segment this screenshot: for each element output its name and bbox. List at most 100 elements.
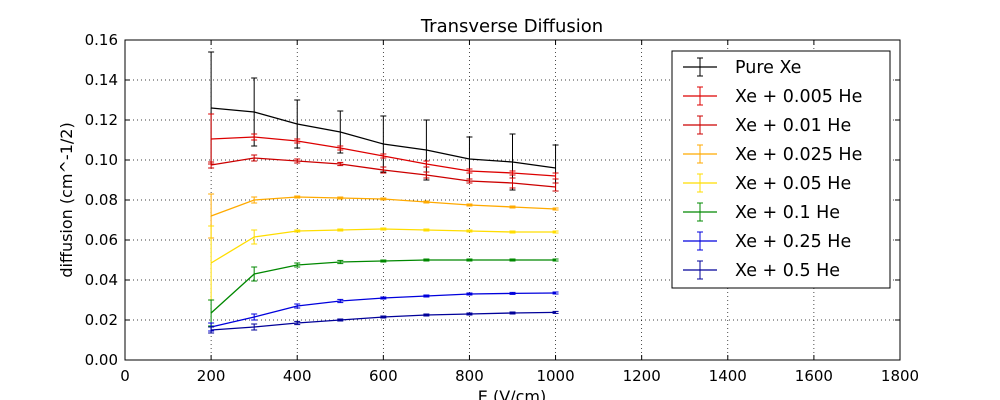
legend-label: Pure Xe	[735, 58, 801, 78]
error-bar	[466, 292, 473, 296]
error-bar	[466, 258, 473, 262]
error-bar	[380, 153, 387, 159]
error-bar	[208, 225, 215, 301]
x-tick-label: 600	[369, 367, 398, 385]
y-tick-label: 0.00	[85, 351, 118, 369]
legend-item: Xe + 0.1 He	[683, 202, 840, 223]
legend-label: Xe + 0.005 He	[735, 87, 862, 107]
x-tick-label: 400	[283, 367, 312, 385]
error-bar	[552, 291, 559, 295]
series-layer	[208, 51, 559, 334]
error-bar	[552, 258, 559, 262]
y-tick-label: 0.08	[85, 191, 118, 209]
series-8	[208, 310, 559, 334]
y-axis-title: diffusion (cm^-1/2)	[57, 122, 76, 277]
y-tick-label: 0.14	[85, 71, 118, 89]
error-bar	[423, 119, 430, 181]
error-bar	[337, 298, 344, 304]
x-tick-label: 200	[197, 367, 226, 385]
x-tick-label: 1000	[536, 367, 574, 385]
error-bar	[251, 266, 258, 282]
y-tick-label: 0.02	[85, 311, 118, 329]
x-tick-label: 1800	[881, 367, 919, 385]
legend-item: Xe + 0.005 He	[683, 86, 862, 107]
series-7	[208, 291, 559, 332]
y-tick-label: 0.10	[85, 151, 118, 169]
legend-label: Xe + 0.5 He	[735, 261, 840, 281]
error-bar	[380, 166, 387, 174]
error-bar	[337, 145, 344, 151]
error-bar	[380, 315, 387, 319]
chart-title: Transverse Diffusion	[420, 16, 603, 37]
error-bar	[423, 294, 430, 298]
series-2	[208, 113, 559, 180]
error-bar	[337, 318, 344, 322]
error-bar	[423, 228, 430, 232]
legend-label: Xe + 0.05 He	[735, 174, 851, 194]
error-bar	[380, 296, 387, 300]
error-bar	[509, 258, 516, 262]
error-bar	[509, 205, 516, 209]
ticks-layer: 0 200 400 600 800 1000 1200 1400 1600 1800 0.00 0.0…	[85, 31, 920, 385]
error-bar	[509, 311, 516, 315]
x-tick-label: 800	[455, 367, 484, 385]
error-bar	[337, 259, 344, 265]
y-tick-label: 0.12	[85, 111, 118, 129]
error-bar	[380, 259, 387, 263]
error-bar	[208, 299, 215, 327]
x-tick-label: 1600	[795, 367, 833, 385]
error-bar	[509, 177, 516, 189]
error-bar	[466, 168, 473, 174]
legend-label: Xe + 0.1 He	[735, 203, 840, 223]
series-line	[210, 259, 556, 314]
error-bar	[552, 182, 559, 192]
error-bar	[509, 230, 516, 234]
error-bar	[251, 323, 258, 331]
y-tick-label: 0.04	[85, 271, 118, 289]
x-tick-label: 0	[120, 367, 130, 385]
legend-item: Pure Xe	[683, 57, 801, 78]
error-bar	[337, 196, 344, 200]
legend: Pure Xe Xe + 0.005 He Xe + 0.01 He Xe + 0.0…	[671, 50, 891, 289]
error-bar	[337, 228, 344, 232]
error-bar	[380, 197, 387, 201]
error-bar	[251, 229, 258, 245]
error-bar	[466, 229, 473, 233]
x-axis-title: E (V/cm)	[478, 387, 546, 400]
legend-label: Xe + 0.01 He	[735, 116, 851, 136]
error-bar	[380, 227, 387, 231]
error-bar	[552, 207, 559, 211]
error-bar	[509, 170, 516, 176]
error-bar	[552, 230, 559, 234]
legend-item: Xe + 0.025 He	[683, 144, 862, 165]
error-bar	[251, 133, 258, 141]
legend-label: Xe + 0.025 He	[735, 145, 862, 165]
error-bar	[251, 196, 258, 204]
error-bar	[294, 195, 301, 199]
series-3	[208, 154, 559, 192]
error-bar	[423, 258, 430, 262]
legend-item: Xe + 0.5 He	[683, 260, 840, 281]
error-bar	[466, 203, 473, 207]
error-bar	[294, 320, 301, 326]
error-bar	[509, 291, 516, 295]
legend-item: Xe + 0.25 He	[683, 231, 851, 252]
error-bar	[294, 229, 301, 233]
y-tick-label: 0.06	[85, 231, 118, 249]
error-bar	[552, 172, 559, 180]
error-bar	[208, 326, 215, 334]
legend-box	[671, 50, 891, 289]
error-bar	[423, 200, 430, 204]
error-bar	[294, 303, 301, 309]
error-bar	[466, 178, 473, 184]
x-tick-label: 1400	[709, 367, 747, 385]
error-bar	[466, 312, 473, 316]
error-bar	[337, 161, 344, 167]
error-bar	[423, 313, 430, 317]
legend-label: Xe + 0.25 He	[735, 232, 851, 252]
error-bar	[423, 160, 430, 168]
error-bar	[423, 171, 430, 179]
series-4	[208, 193, 559, 239]
error-bar	[294, 158, 301, 164]
